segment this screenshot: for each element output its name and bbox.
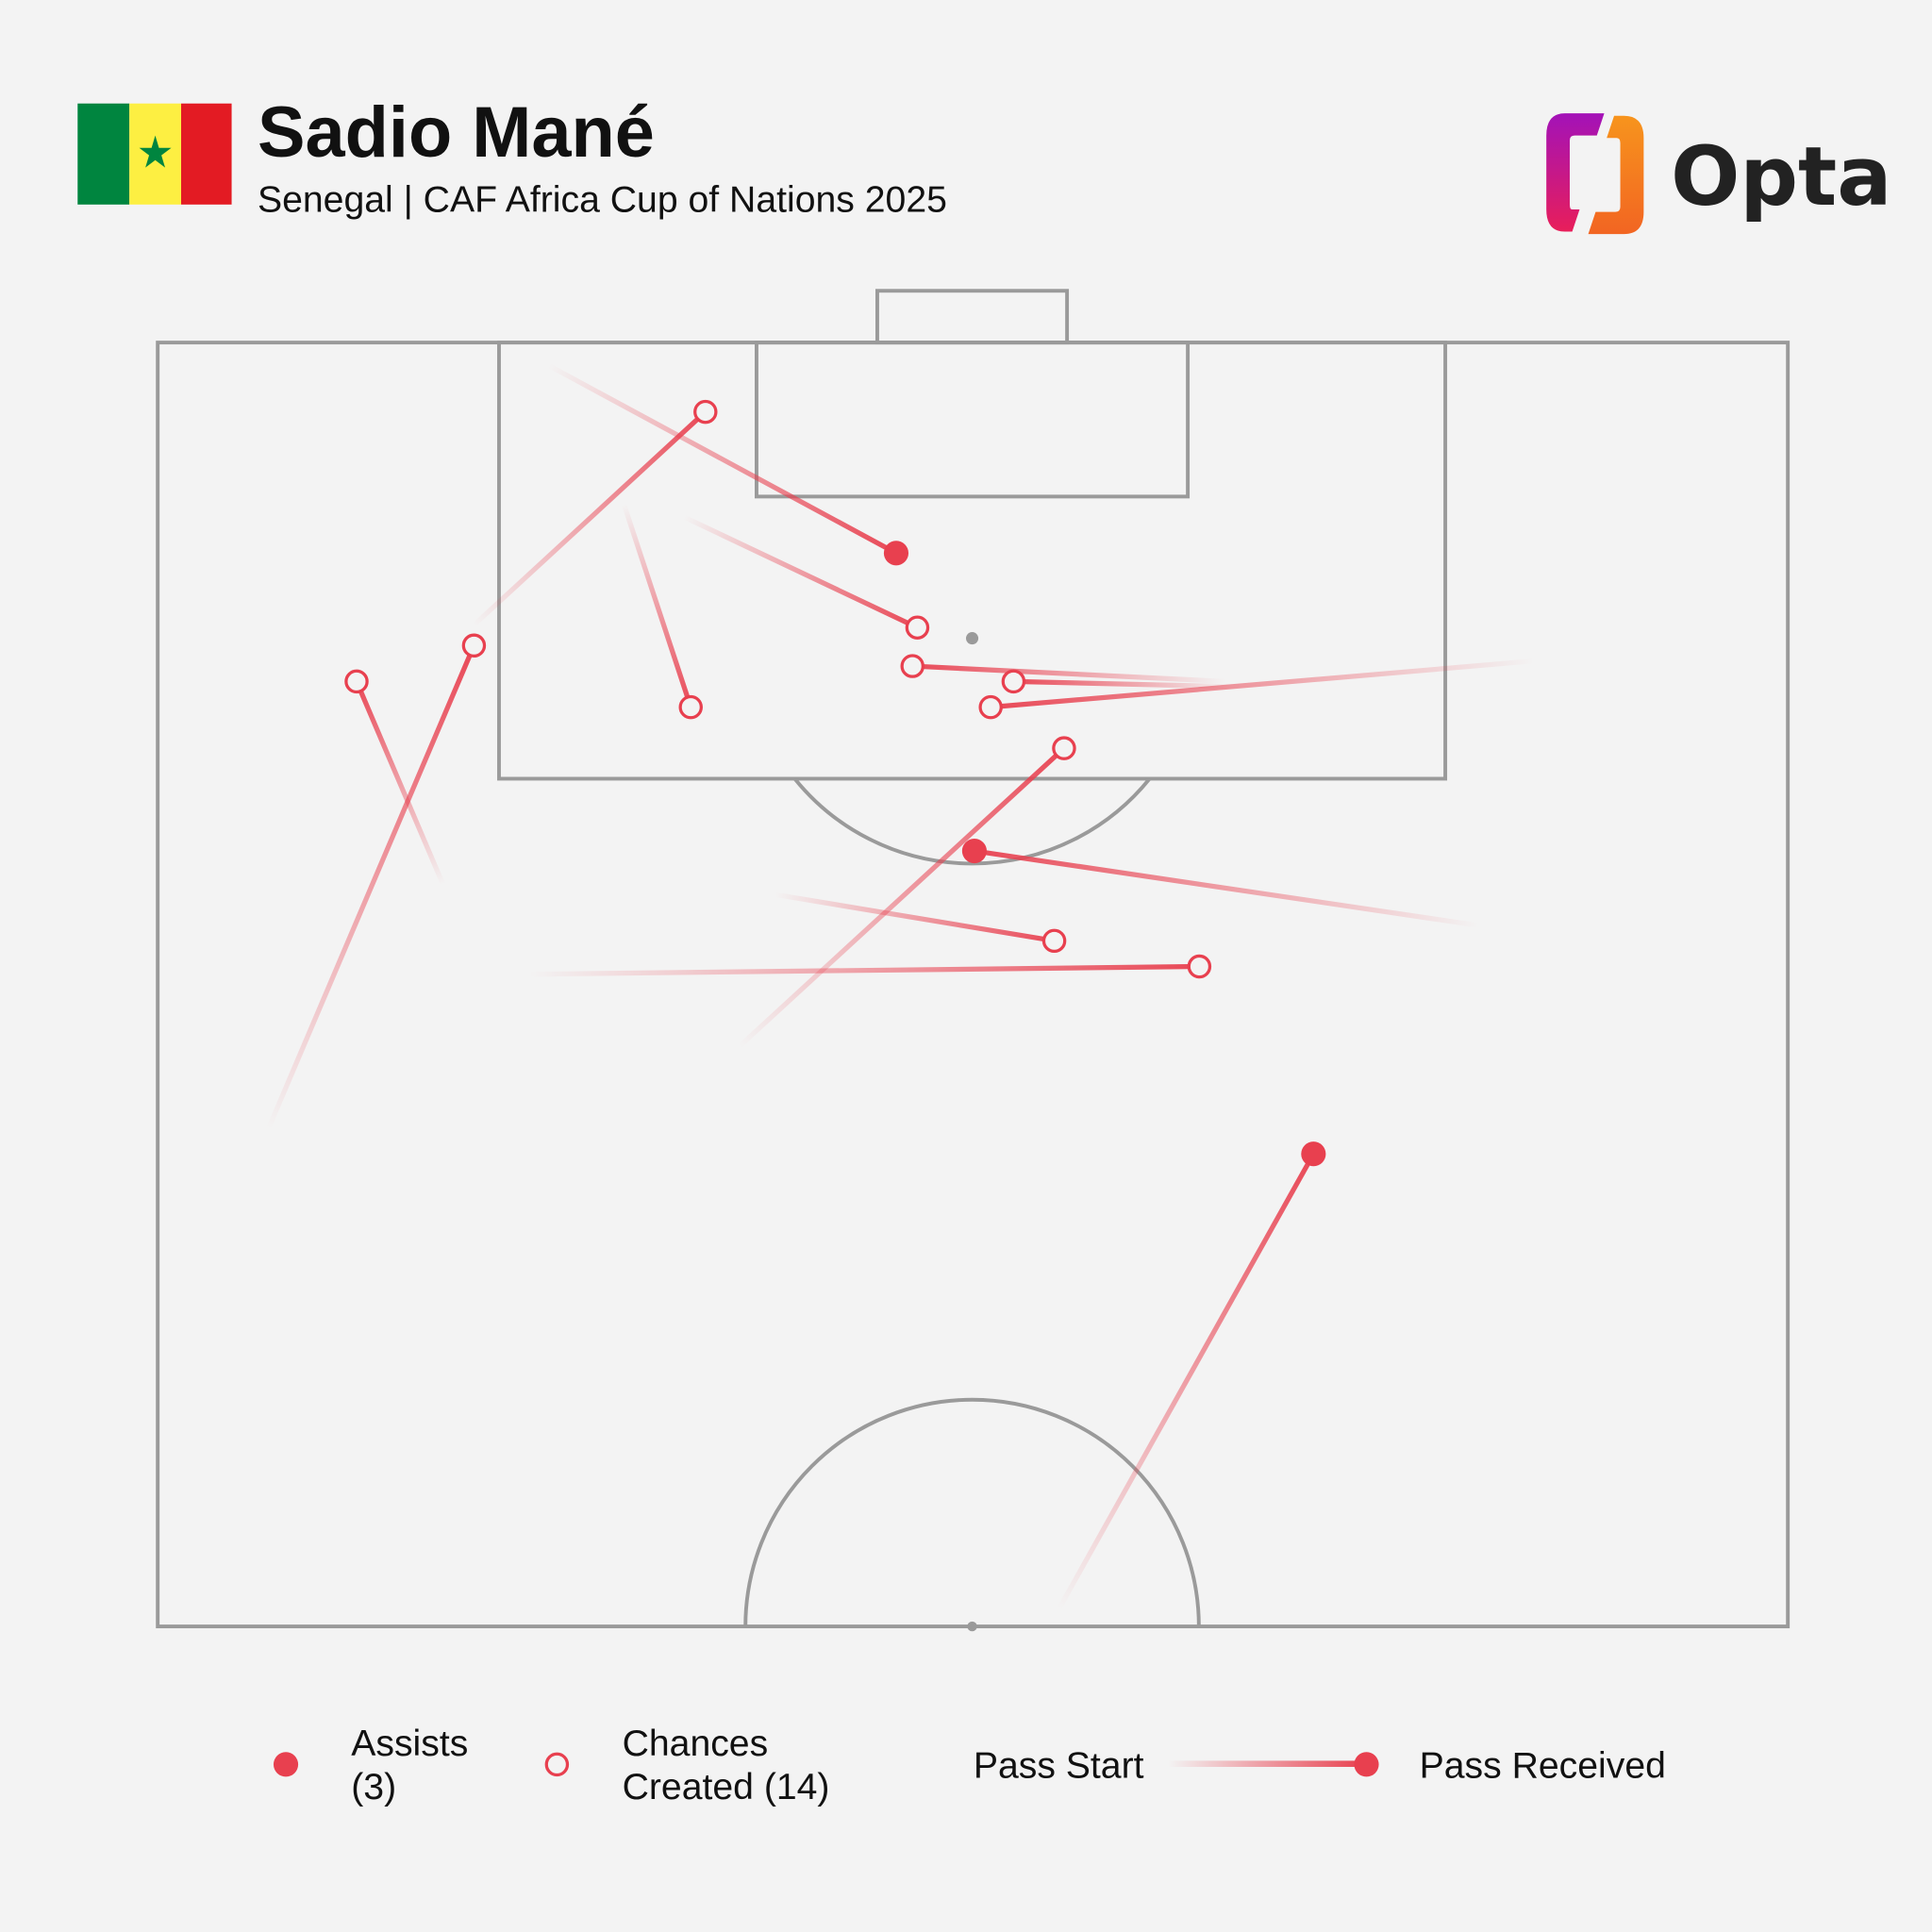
passes-layer (266, 363, 1534, 1610)
legend-pass-start: Pass Start (974, 1746, 1144, 1787)
legend: Assists (3) Chances Created (14) Pass St… (273, 1724, 1666, 1807)
pitch (156, 289, 1790, 1632)
six-yard-box (754, 341, 1191, 499)
flag-green-stripe (77, 103, 130, 205)
center-circle (743, 1397, 1201, 1627)
chance-created-marker (1001, 669, 1026, 694)
pass-line (974, 848, 1479, 928)
legend-pass-received: Pass Received (1420, 1746, 1666, 1787)
pass-line (529, 963, 1200, 977)
legend-pass-received-marker (1354, 1752, 1379, 1777)
senegal-flag (77, 103, 232, 205)
assist-marker (961, 838, 987, 864)
flag-star-icon (139, 135, 172, 168)
pass-line (990, 658, 1534, 710)
chance-created-marker (1052, 736, 1076, 760)
legend-assist-marker (273, 1752, 299, 1777)
pass-line (266, 644, 476, 1130)
center-spot (967, 1621, 977, 1632)
pass-line (774, 891, 1056, 943)
opta-logo-mark-left (1546, 113, 1605, 232)
opta-logo-mark-right (1588, 115, 1644, 235)
pass-line (683, 514, 919, 630)
flag-red-stripe (181, 103, 232, 205)
legend-chance-marker (544, 1752, 570, 1777)
chance-created-marker (900, 654, 924, 678)
pass-line (354, 680, 445, 886)
assist-marker (1301, 1141, 1326, 1167)
pass-line (1013, 678, 1232, 690)
chance-created-marker (978, 694, 1003, 720)
chance-created-marker (1187, 954, 1212, 979)
pass-line (738, 746, 1066, 1048)
chance-created-marker (461, 633, 487, 658)
subtitle: Senegal | CAF Africa Cup of Nations 2025 (258, 180, 947, 221)
chance-created-marker (905, 615, 930, 640)
pass-line (621, 503, 693, 708)
legend-chances-count: Created (14) (623, 1767, 830, 1807)
goal (874, 289, 1070, 345)
chance-created-marker (678, 694, 703, 720)
legend-assists-label: Assists (351, 1724, 468, 1764)
pitch-boundary (156, 341, 1790, 1629)
penalty-arc (792, 777, 1152, 866)
opta-logo-text: Opta (1671, 130, 1891, 225)
player-name: Sadio Mané (258, 92, 655, 173)
assist-marker (883, 541, 909, 566)
chance-created-marker (693, 399, 718, 425)
chance-created-marker (344, 669, 369, 694)
pass-line (472, 409, 708, 627)
opta-logo: Opta (1546, 113, 1891, 235)
pass-line (912, 663, 1226, 685)
chance-created-marker (1041, 928, 1067, 954)
pass-line (547, 363, 898, 556)
legend-chances-label: Chances (623, 1724, 769, 1764)
pass-line (1057, 1152, 1316, 1610)
penalty-spot (966, 632, 979, 645)
legend-pass-line (1168, 1760, 1366, 1767)
legend-assists-count: (3) (351, 1767, 396, 1807)
